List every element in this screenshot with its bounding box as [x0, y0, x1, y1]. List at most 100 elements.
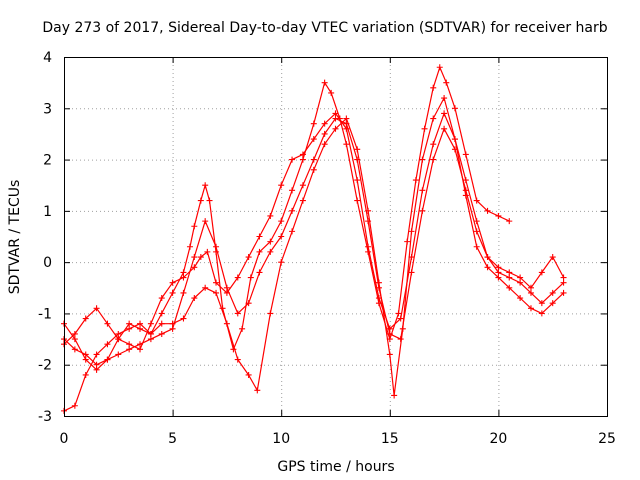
data-point [82, 315, 89, 322]
data-point [391, 392, 398, 399]
data-point [197, 254, 204, 261]
data-point [354, 146, 361, 153]
data-point [126, 341, 133, 348]
x-tick-label: 0 [60, 431, 69, 447]
data-point [230, 346, 237, 353]
data-point [202, 284, 209, 291]
y-tick-label: 2 [43, 153, 52, 169]
data-point [321, 141, 328, 148]
data-point [169, 289, 176, 296]
data-point [412, 177, 419, 184]
data-point [202, 182, 209, 189]
data-point [408, 269, 415, 276]
data-point [538, 300, 545, 307]
data-point [267, 238, 274, 245]
data-point [147, 336, 154, 343]
data-point [560, 289, 567, 296]
y-tick-label: 3 [43, 101, 52, 117]
data-point [321, 130, 328, 137]
data-point [332, 115, 339, 122]
data-point [191, 254, 198, 261]
data-point [462, 151, 469, 158]
data-point [495, 269, 502, 276]
data-point [343, 120, 350, 127]
data-point [419, 187, 426, 194]
data-point [234, 310, 241, 317]
data-point [191, 264, 198, 271]
data-point [538, 269, 545, 276]
data-point [256, 233, 263, 240]
data-point [375, 284, 382, 291]
data-point [473, 197, 480, 204]
data-point [234, 274, 241, 281]
data-point [517, 295, 524, 302]
series-line [63, 97, 565, 412]
data-point [126, 325, 133, 332]
data-point [506, 218, 513, 225]
data-point [245, 254, 252, 261]
data-point [343, 115, 350, 122]
data-point [506, 269, 513, 276]
data-point [289, 156, 296, 163]
data-point [213, 243, 220, 250]
data-point [256, 269, 263, 276]
data-point [197, 197, 204, 204]
data-point [332, 110, 339, 117]
y-tick-label: 4 [43, 50, 52, 66]
data-point [430, 115, 437, 122]
data-point [441, 125, 448, 132]
data-point [239, 325, 246, 332]
data-point [180, 274, 187, 281]
data-point [386, 351, 393, 358]
data-point [430, 84, 437, 91]
data-point [538, 310, 545, 317]
data-point [430, 156, 437, 163]
data-point [71, 346, 78, 353]
data-point [419, 207, 426, 214]
data-point [158, 295, 165, 302]
data-point [126, 320, 133, 327]
x-tick-label: 20 [489, 431, 507, 447]
data-point [408, 228, 415, 235]
data-point [517, 274, 524, 281]
data-point [289, 187, 296, 194]
data-point [137, 320, 144, 327]
data-point [158, 320, 165, 327]
data-point [441, 110, 448, 117]
data-point [245, 300, 252, 307]
data-point [451, 105, 458, 112]
data-point [158, 330, 165, 337]
y-tick-label: -1 [38, 306, 52, 322]
data-point [506, 274, 513, 281]
data-point [484, 207, 491, 214]
data-point [256, 248, 263, 255]
data-point [310, 166, 317, 173]
data-point [267, 248, 274, 255]
data-point [451, 136, 458, 143]
data-point [404, 238, 411, 245]
data-point [397, 315, 404, 322]
data-point [419, 156, 426, 163]
data-point [115, 351, 122, 358]
data-point [191, 223, 198, 230]
data-point [395, 310, 402, 317]
data-point [169, 279, 176, 286]
data-point [93, 351, 100, 358]
data-point [115, 330, 122, 337]
data-point [289, 207, 296, 214]
data-point [484, 254, 491, 261]
x-axis-label: GPS time / hours [277, 459, 394, 475]
data-point [93, 361, 100, 368]
data-point [104, 320, 111, 327]
data-point [495, 212, 502, 219]
data-point [126, 346, 133, 353]
data-point [386, 325, 393, 332]
data-point [517, 279, 524, 286]
y-tick-label: -2 [38, 358, 52, 374]
data-point [560, 274, 567, 281]
data-point [223, 320, 230, 327]
data-point [462, 192, 469, 199]
data-point [147, 330, 154, 337]
y-tick-label: 1 [43, 204, 52, 220]
